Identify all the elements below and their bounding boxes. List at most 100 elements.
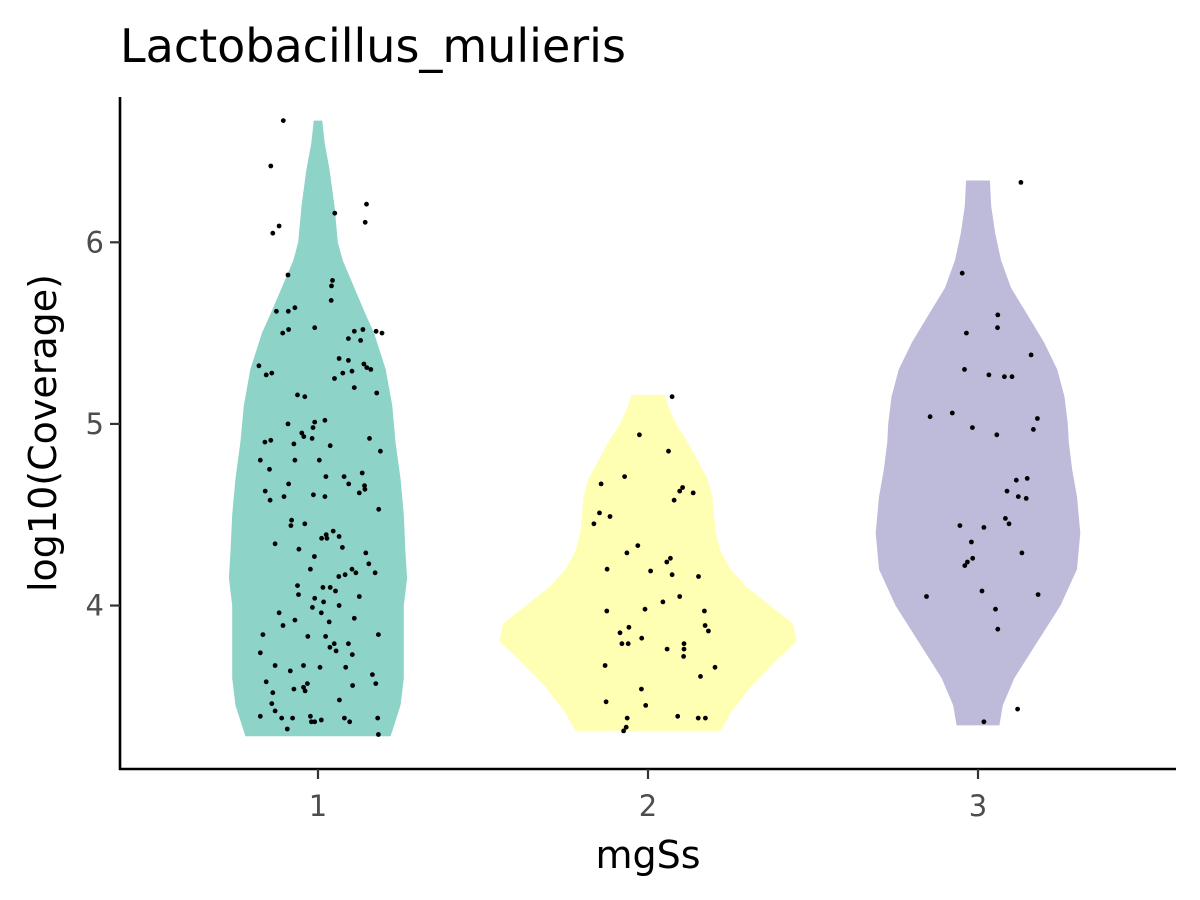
- data-point: [349, 566, 355, 572]
- data-point: [602, 663, 608, 668]
- data-point: [671, 497, 677, 503]
- data-point: [680, 485, 685, 490]
- data-point: [257, 713, 263, 719]
- data-point: [660, 599, 666, 605]
- data-point: [970, 425, 975, 430]
- violins: [228, 120, 1081, 737]
- data-point: [346, 481, 352, 487]
- data-point: [274, 308, 279, 314]
- data-point: [681, 646, 687, 652]
- data-point: [309, 719, 314, 725]
- data-point: [607, 514, 613, 519]
- data-point: [362, 483, 367, 489]
- data-point: [312, 719, 318, 725]
- data-point: [284, 726, 290, 732]
- x-tick-label: 1: [309, 789, 327, 823]
- data-point: [272, 708, 278, 714]
- data-point: [286, 327, 291, 332]
- data-point: [292, 305, 298, 311]
- y-tick-label: 4: [86, 589, 104, 623]
- data-point: [327, 644, 333, 650]
- data-point: [328, 298, 334, 303]
- data-point: [1003, 516, 1008, 521]
- data-point: [993, 606, 998, 612]
- data-point: [353, 570, 359, 576]
- data-point: [286, 481, 291, 487]
- data-point: [281, 494, 287, 499]
- data-point: [291, 441, 297, 447]
- data-point: [349, 368, 355, 374]
- data-point: [301, 684, 306, 690]
- data-point: [289, 517, 294, 523]
- data-point: [979, 588, 985, 594]
- data-point: [924, 594, 929, 599]
- data-point: [322, 494, 328, 499]
- data-point: [635, 543, 641, 548]
- data-point: [290, 715, 295, 721]
- data-point: [379, 330, 385, 336]
- data-point: [316, 457, 322, 463]
- data-point: [302, 521, 308, 527]
- data-point: [695, 715, 701, 721]
- data-point: [351, 328, 357, 334]
- data-point: [696, 574, 701, 579]
- data-point: [326, 619, 332, 625]
- data-point: [356, 490, 362, 496]
- data-point: [319, 535, 324, 541]
- data-point: [625, 641, 631, 647]
- data-point: [351, 615, 357, 621]
- data-point: [373, 328, 379, 334]
- data-point: [350, 683, 355, 688]
- data-point: [1024, 476, 1030, 481]
- data-point: [346, 336, 351, 341]
- data-point: [1006, 521, 1012, 527]
- data-point: [1002, 374, 1007, 380]
- data-point: [270, 230, 276, 236]
- data-point: [305, 634, 311, 639]
- data-point: [964, 330, 969, 336]
- data-point: [272, 541, 278, 547]
- data-point: [378, 448, 383, 454]
- data-point: [364, 365, 370, 370]
- data-point: [263, 679, 269, 685]
- data-point: [642, 606, 648, 612]
- data-point: [368, 367, 374, 372]
- data-point: [668, 555, 673, 561]
- data-point: [1035, 592, 1041, 597]
- x-ticks: 1 2 3: [309, 769, 987, 823]
- data-point: [969, 539, 974, 545]
- violin-2: [499, 394, 797, 731]
- data-point: [376, 732, 381, 737]
- data-point: [267, 497, 273, 503]
- data-point: [342, 715, 347, 721]
- data-point: [712, 664, 718, 670]
- data-point: [312, 419, 318, 425]
- data-point: [270, 690, 276, 696]
- data-point: [370, 672, 375, 677]
- data-point: [346, 358, 351, 363]
- data-point: [320, 585, 326, 590]
- data-point: [366, 561, 372, 567]
- data-point: [257, 457, 263, 463]
- data-point: [331, 641, 337, 647]
- data-point: [351, 385, 357, 390]
- data-point: [669, 572, 675, 578]
- data-point: [302, 394, 308, 400]
- data-point: [664, 559, 670, 565]
- data-point: [260, 632, 266, 637]
- data-point: [356, 594, 362, 599]
- data-point: [639, 635, 645, 641]
- data-point: [276, 223, 282, 229]
- data-point: [327, 443, 333, 449]
- data-point: [330, 278, 335, 283]
- data-point: [375, 715, 381, 721]
- data-point: [269, 701, 275, 706]
- data-point: [637, 432, 642, 438]
- data-point: [340, 545, 345, 550]
- data-point: [927, 414, 933, 420]
- data-point: [336, 574, 342, 579]
- data-point: [986, 372, 992, 378]
- data-point: [332, 376, 337, 381]
- data-point: [262, 488, 268, 494]
- y-tick-label: 6: [86, 225, 104, 259]
